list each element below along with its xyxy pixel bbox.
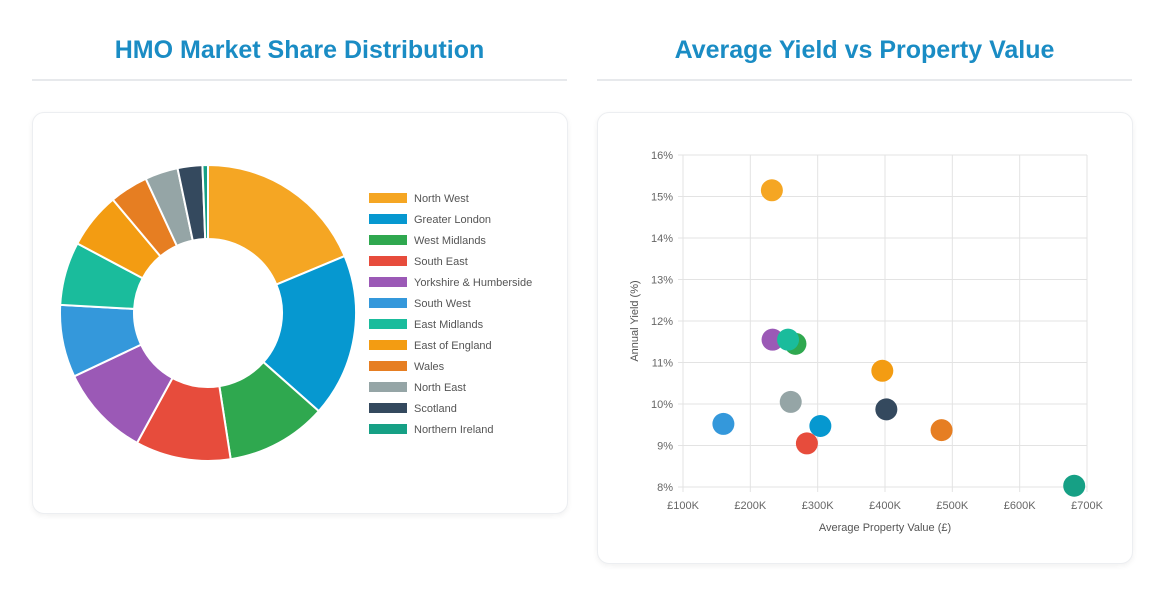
legend-swatch (369, 235, 407, 245)
scatter-point[interactable] (795, 432, 818, 455)
y-axis-label: Annual Yield (%) (629, 280, 641, 361)
legend-swatch (369, 319, 407, 329)
scatter-chart-title: Average Yield vs Property Value (674, 36, 1055, 64)
x-tick-label: £600K (1004, 500, 1036, 512)
x-tick-label: £700K (1071, 500, 1103, 512)
legend-label: West Midlands (414, 235, 486, 247)
legend-item[interactable]: West Midlands (369, 235, 486, 247)
legend-item[interactable]: East Midlands (369, 319, 484, 331)
scatter-chart-card: £100K £200K £300K £400K £500K £600K £700K 8% 9% 1… (597, 112, 1133, 564)
pie-chart-card: North West Greater London West Midlands Sou… (32, 112, 568, 514)
legend-swatch (369, 214, 407, 224)
scatter-point[interactable] (779, 390, 802, 413)
y-tick-label: 12% (651, 316, 673, 328)
legend-label: Greater London (414, 214, 491, 226)
y-tick-label: 15% (651, 192, 673, 204)
doughnut-chart: North West Greater London West Midlands Sou… (59, 163, 532, 462)
legend-item[interactable]: Yorkshire & Humberside (369, 277, 532, 289)
scatter-point[interactable] (930, 419, 953, 442)
x-tick-label: £500K (936, 500, 968, 512)
scatter-point[interactable] (809, 414, 832, 437)
legend-label: Wales (414, 361, 445, 373)
pie-chart-title: HMO Market Share Distribution (114, 36, 485, 64)
legend-item[interactable]: Scotland (369, 403, 457, 415)
x-tick-label: £300K (802, 500, 834, 512)
pie-slice-northern-ireland[interactable] (201, 163, 209, 241)
legend-label: East Midlands (414, 319, 484, 331)
legend-swatch (369, 256, 407, 266)
x-axis-label: Average Property Value (£) (819, 522, 951, 534)
pie-slice-greater-london[interactable] (261, 254, 357, 413)
legend-item[interactable]: North East (369, 382, 466, 394)
legend-label: Northern Ireland (414, 424, 494, 436)
legend-swatch (369, 403, 407, 413)
y-tick-label: 8% (657, 482, 673, 494)
legend-item[interactable]: East of England (369, 340, 492, 352)
legend-item[interactable]: South West (369, 298, 471, 310)
y-tick-label: 13% (651, 275, 673, 287)
y-tick-label: 14% (651, 233, 673, 245)
legend-label: South West (414, 298, 471, 310)
legend-swatch (369, 298, 407, 308)
legend-label: Yorkshire & Humberside (414, 277, 532, 289)
legend-swatch (369, 340, 407, 350)
legend-label: South East (414, 256, 468, 268)
legend-item[interactable]: Wales (369, 361, 445, 373)
x-tick-label: £100K (667, 500, 699, 512)
legend-swatch (369, 193, 407, 203)
legend-label: East of England (414, 340, 492, 352)
legend-item[interactable]: Northern Ireland (369, 424, 494, 436)
scatter-point[interactable] (760, 179, 783, 202)
y-tick-label: 9% (657, 441, 673, 453)
pie-slice-north-west[interactable] (207, 163, 346, 286)
x-tick-label: £200K (734, 500, 766, 512)
scatter-point[interactable] (871, 359, 894, 382)
y-tick-label: 16% (651, 150, 673, 162)
x-tick-label: £400K (869, 500, 901, 512)
scatter-chart: £100K £200K £300K £400K £500K £600K £700K 8% 9% 1… (629, 150, 1104, 534)
legend-label: North West (414, 193, 469, 205)
scatter-point[interactable] (875, 398, 898, 421)
pie-title-divider (32, 79, 567, 81)
legend-item[interactable]: South East (369, 256, 468, 268)
legend-swatch (369, 277, 407, 287)
y-tick-label: 11% (652, 358, 673, 370)
legend-item[interactable]: North West (369, 193, 469, 205)
y-tick-label: 10% (651, 399, 673, 411)
legend-label: Scotland (414, 403, 457, 415)
scatter-point[interactable] (1063, 474, 1086, 497)
legend-label: North East (414, 382, 466, 394)
scatter-point[interactable] (761, 328, 784, 351)
legend-swatch (369, 382, 407, 392)
legend-swatch (369, 424, 407, 434)
legend-swatch (369, 361, 407, 371)
scatter-point[interactable] (712, 412, 735, 435)
legend-item[interactable]: Greater London (369, 214, 491, 226)
scatter-title-divider (597, 79, 1132, 81)
scatter-point[interactable] (777, 328, 800, 351)
